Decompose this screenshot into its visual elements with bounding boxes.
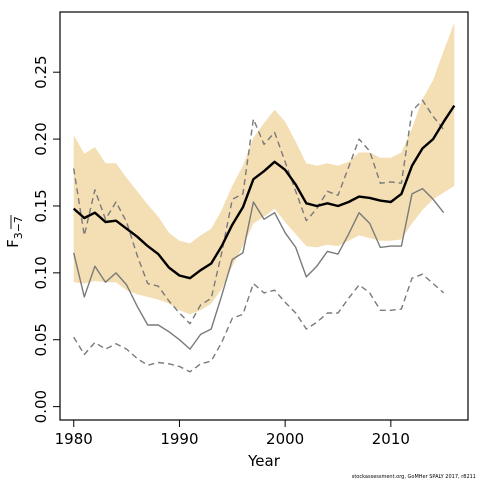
plot-area [72,22,456,373]
y-axis: 0.00 0.05 0.10 0.15 0.20 0.25 [32,55,60,423]
y-axis-title-group: F3−7 [4,216,25,248]
y-tick-label: 0.25 [32,55,50,88]
previous-assessment-lower-dashed-line [73,273,445,373]
y-axis-title-main: F [4,239,22,248]
confidence-band [73,22,455,315]
y-tick-label: 0.10 [32,256,50,289]
credit-text: stockassessment.org, GoMHer SPALY 2017, … [352,474,476,480]
estimate-line [72,104,456,280]
y-tick-label: 0.00 [32,390,50,423]
x-axis-title: Year [247,452,281,470]
y-axis-title-subscript: 3−7 [12,216,25,239]
x-axis: 1980 1990 2000 2010 [55,420,410,448]
x-tick-label: 2010 [372,430,410,448]
previous-assessment-line [73,187,445,350]
x-tick-label: 1980 [55,430,93,448]
plot-frame [59,11,469,421]
x-tick-label: 2000 [266,430,304,448]
x-tick-label: 1990 [160,430,198,448]
y-tick-label: 0.05 [32,323,50,356]
y-tick-label: 0.15 [32,189,50,222]
y-tick-label: 0.20 [32,122,50,155]
y-axis-title: F3−7 [4,216,25,248]
previous-assessment-dashed-line [73,99,445,325]
